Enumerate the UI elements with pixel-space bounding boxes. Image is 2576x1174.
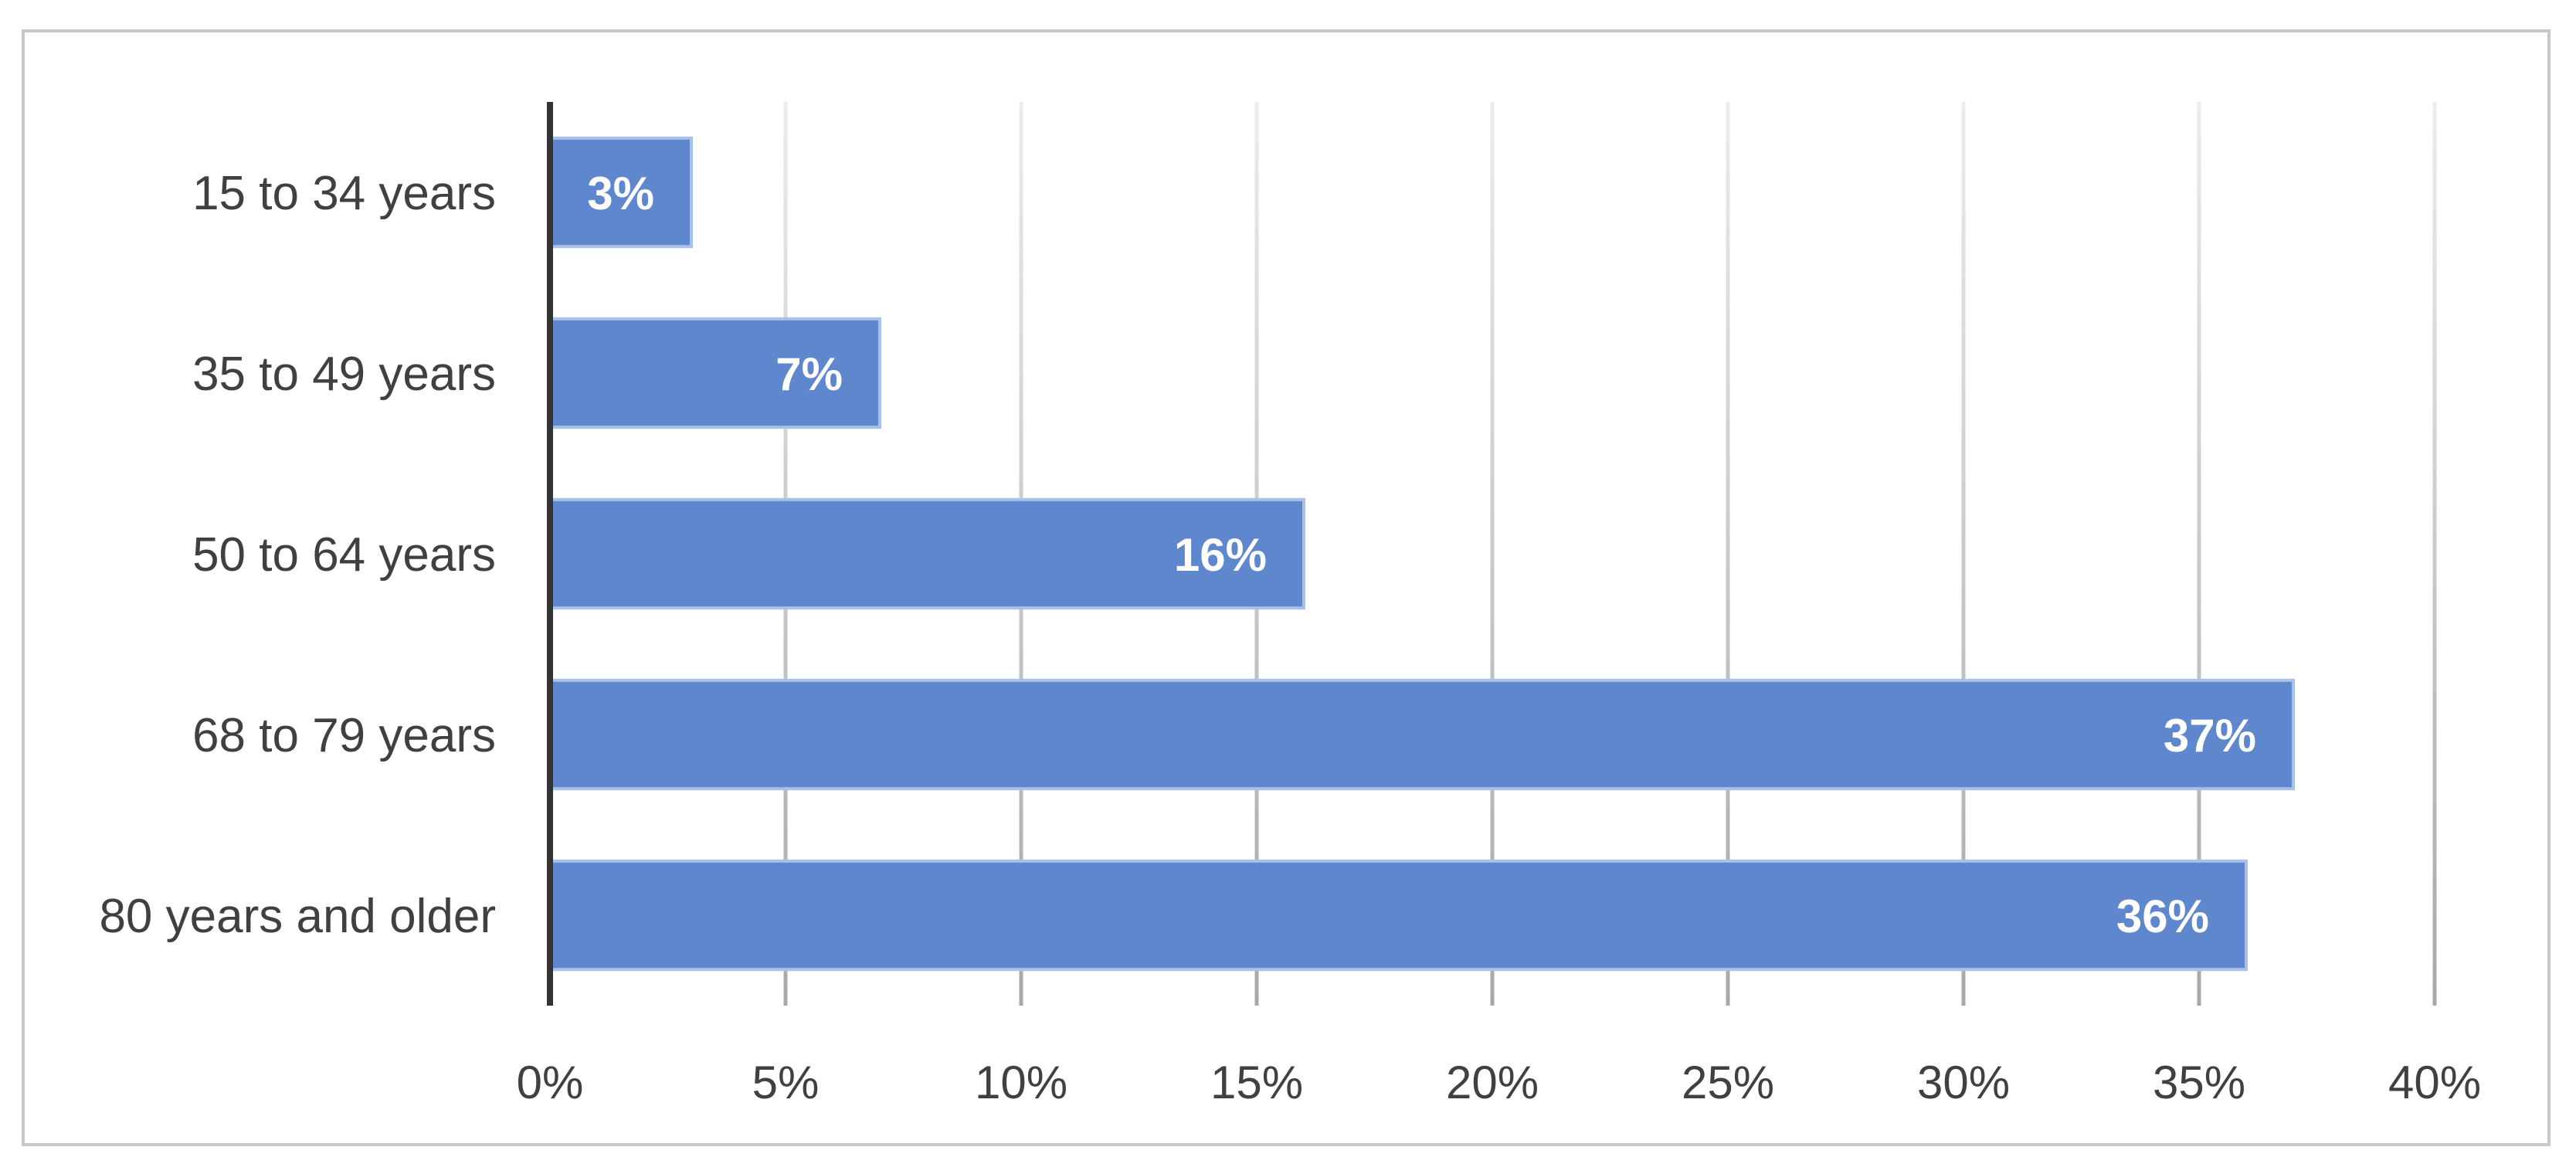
y-axis <box>547 102 553 1006</box>
gridline-20 <box>1490 102 1495 1006</box>
category-labels: 15 to 34 years 35 to 49 years 50 to 64 yea… <box>99 167 496 943</box>
gridline-35 <box>2197 102 2201 1006</box>
category-label: 68 to 79 years <box>192 709 496 762</box>
data-label: 36% <box>2116 891 2209 942</box>
gridline-40 <box>2432 102 2437 1006</box>
x-tick-label: 10% <box>975 1057 1067 1108</box>
category-label: 15 to 34 years <box>192 167 496 220</box>
y-axis-line <box>547 102 553 1006</box>
x-tick-labels: 0% 5% 10% 15% 20% 25% 30% 35% 40% <box>517 1057 2481 1108</box>
gridline-25 <box>1726 102 1730 1006</box>
bar <box>548 859 2248 972</box>
data-label: 16% <box>1174 529 1267 581</box>
x-tick-label: 5% <box>752 1057 820 1108</box>
data-label: 3% <box>587 168 654 219</box>
category-label: 80 years and older <box>99 890 496 943</box>
category-label: 50 to 64 years <box>192 528 496 582</box>
x-tick-label: 30% <box>1917 1057 2010 1108</box>
data-labels: 3% 7% 16% 37% 36% <box>587 168 2256 942</box>
data-label: 37% <box>2164 710 2256 762</box>
data-label: 7% <box>776 348 843 400</box>
x-tick-label: 20% <box>1446 1057 1539 1108</box>
x-tick-label: 40% <box>2388 1057 2481 1108</box>
gridline-30 <box>1961 102 1966 1006</box>
bar <box>548 497 1305 610</box>
x-tick-label: 25% <box>1682 1057 1774 1108</box>
bar <box>548 317 881 429</box>
bar <box>548 678 2295 791</box>
x-tick-label: 35% <box>2153 1057 2245 1108</box>
bars <box>548 136 2295 972</box>
x-tick-label: 15% <box>1210 1057 1303 1108</box>
x-tick-label: 0% <box>517 1057 584 1108</box>
category-label: 35 to 49 years <box>192 348 496 401</box>
